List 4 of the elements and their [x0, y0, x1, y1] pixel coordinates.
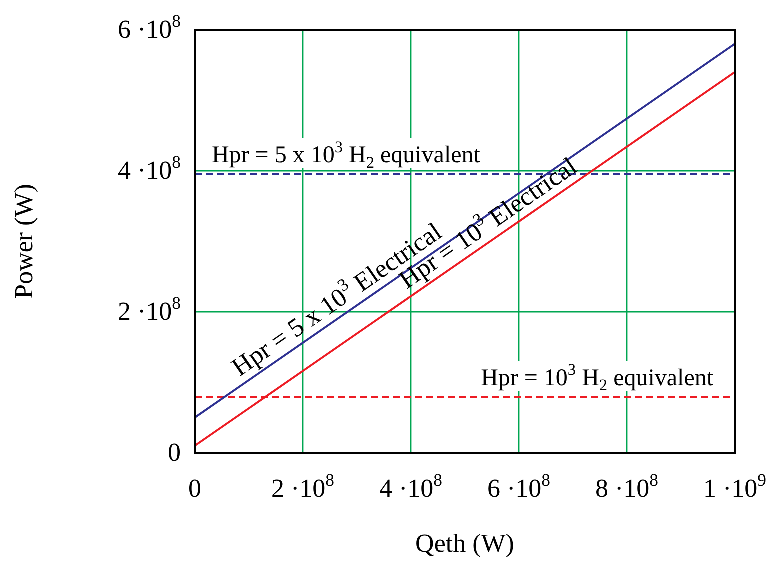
x-tick-label: 0	[188, 474, 202, 503]
y-tick-label: 0	[168, 438, 181, 467]
x-axis-title: Qeth (W)	[416, 529, 514, 558]
y-axis-title: Power (W)	[9, 184, 38, 299]
